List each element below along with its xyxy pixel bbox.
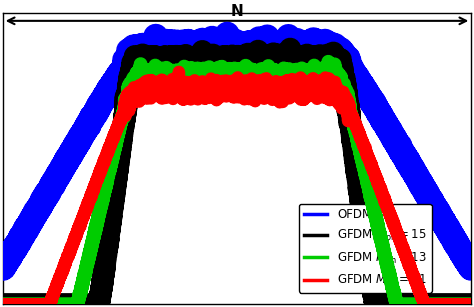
Text: N: N xyxy=(231,4,243,19)
Legend: OFDM, GFDM $M_{\mathrm{on}} = 15$, GFDM $M_{\mathrm{on}} = 13$, GFDM $M_{\mathrm: OFDM, GFDM $M_{\mathrm{on}} = 15$, GFDM … xyxy=(299,204,431,293)
Text: K: K xyxy=(231,41,243,56)
